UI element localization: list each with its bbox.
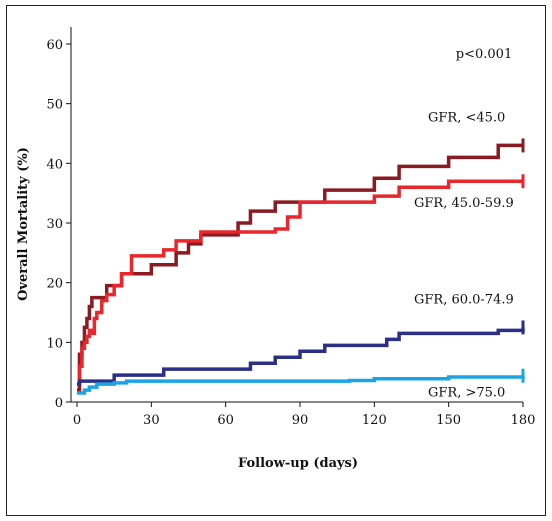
x-tick-label: 180 bbox=[511, 413, 536, 428]
x-axis-title: Follow-up (days) bbox=[238, 456, 358, 471]
series-label-3: GFR, >75.0 bbox=[428, 386, 505, 401]
chart-frame bbox=[6, 5, 546, 516]
x-tick-label: 150 bbox=[436, 413, 461, 428]
series-label-1: GFR, 45.0-59.9 bbox=[414, 196, 514, 211]
y-tick-label: 60 bbox=[46, 38, 63, 53]
x-tick-label: 120 bbox=[362, 413, 387, 428]
series-line-2 bbox=[77, 327, 525, 386]
series-line-3 bbox=[77, 375, 525, 395]
p-value-annotation: p<0.001 bbox=[456, 47, 512, 62]
y-tick-label: 0 bbox=[55, 396, 63, 411]
y-tick-label: 10 bbox=[46, 336, 63, 351]
series-line-1 bbox=[77, 179, 523, 386]
y-tick-label: 20 bbox=[46, 277, 63, 292]
x-tick-label: 60 bbox=[217, 413, 234, 428]
x-tick-label: 30 bbox=[143, 413, 160, 428]
series-layer: GFR, <45.0 GFR, 45.0-59.9 GFR, 60.0-74.9 GF… bbox=[77, 110, 525, 401]
series-line-0 bbox=[77, 143, 523, 392]
axes: 0 10 20 30 40 50 60 0 30 60 90 120 150 180 bbox=[46, 27, 535, 428]
y-tick-label: 40 bbox=[46, 157, 63, 172]
series-label-2: GFR, 60.0-74.9 bbox=[414, 292, 514, 307]
y-tick-label: 30 bbox=[46, 217, 63, 232]
series-label-0: GFR, <45.0 bbox=[428, 110, 505, 125]
y-axis-title: Overall Mortality (%) bbox=[16, 147, 31, 301]
x-tick-label: 0 bbox=[73, 413, 81, 428]
y-tick-label: 50 bbox=[46, 98, 63, 113]
x-tick-label: 90 bbox=[292, 413, 309, 428]
